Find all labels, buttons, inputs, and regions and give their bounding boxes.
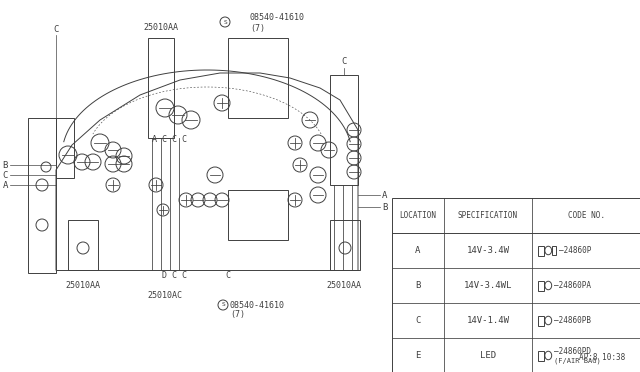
Bar: [56, 118, 74, 178]
Text: 25010AC: 25010AC: [147, 291, 182, 299]
Text: A: A: [3, 180, 8, 189]
Text: C: C: [415, 316, 420, 325]
Bar: [538, 280, 544, 291]
Text: —24860PA: —24860PA: [554, 281, 591, 290]
Bar: [392, 198, 640, 372]
Text: A C C C: A C C C: [152, 135, 188, 144]
Text: C: C: [225, 270, 230, 279]
Text: AP:8 10:38: AP:8 10:38: [579, 353, 625, 362]
Text: C: C: [53, 26, 59, 35]
Text: C: C: [3, 170, 8, 180]
Bar: [538, 246, 544, 256]
Text: 14V-3.4W: 14V-3.4W: [467, 246, 509, 255]
Text: B: B: [3, 160, 8, 170]
Text: 25010AA: 25010AA: [326, 280, 362, 289]
Bar: [148, 38, 174, 138]
Text: B: B: [415, 281, 420, 290]
Bar: [552, 246, 556, 255]
Text: —24860P: —24860P: [559, 246, 591, 255]
Text: 25010AA: 25010AA: [65, 280, 100, 289]
Text: E: E: [415, 351, 420, 360]
Text: S: S: [221, 302, 225, 308]
Text: (F/AIR BAG): (F/AIR BAG): [554, 357, 601, 364]
Bar: [330, 75, 358, 185]
Text: —24860PB: —24860PB: [554, 316, 591, 325]
Bar: [330, 220, 360, 270]
Text: A: A: [382, 190, 387, 199]
Bar: [68, 220, 98, 270]
Text: LOCATION: LOCATION: [399, 211, 436, 220]
Text: D C C: D C C: [163, 270, 188, 279]
Text: LED: LED: [480, 351, 496, 360]
Text: S: S: [223, 19, 227, 25]
Text: B: B: [382, 202, 387, 212]
Text: 14V-1.4W: 14V-1.4W: [467, 316, 509, 325]
Bar: [228, 38, 288, 118]
Bar: [28, 118, 56, 273]
Text: 25010AA: 25010AA: [143, 23, 179, 32]
Text: (7): (7): [230, 311, 245, 320]
Text: 08540-41610: 08540-41610: [230, 301, 285, 310]
Text: SPECIFICATION: SPECIFICATION: [458, 211, 518, 220]
Text: CODE NO.: CODE NO.: [568, 211, 605, 220]
Text: 08540-41610: 08540-41610: [250, 13, 305, 22]
Bar: [538, 350, 544, 360]
Bar: [228, 190, 288, 240]
Text: C: C: [341, 58, 347, 67]
Text: A: A: [415, 246, 420, 255]
Text: —24860PD: —24860PD: [554, 347, 591, 356]
Text: 14V-3.4WL: 14V-3.4WL: [464, 281, 512, 290]
Text: (7): (7): [250, 23, 265, 32]
Bar: [538, 315, 544, 326]
